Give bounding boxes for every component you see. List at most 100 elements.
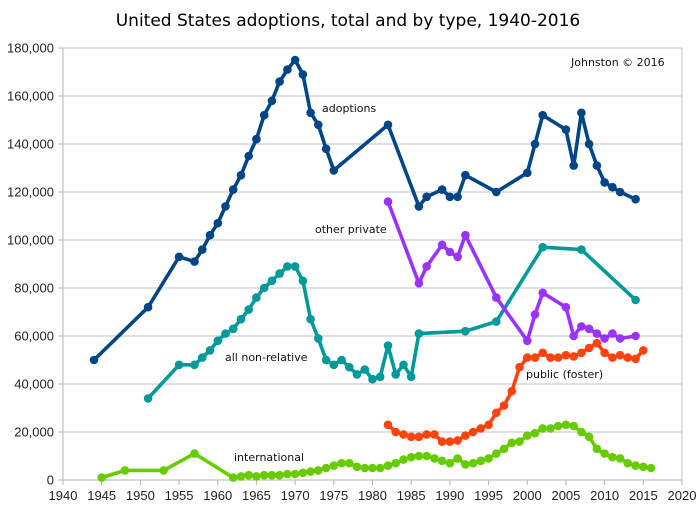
data-point-all-non-relative bbox=[329, 360, 339, 370]
data-point-adoptions bbox=[314, 120, 323, 130]
data-point-all-non-relative bbox=[538, 242, 547, 252]
data-point-international bbox=[600, 449, 609, 458]
data-point-international bbox=[391, 458, 401, 468]
data-point-international bbox=[360, 463, 370, 473]
data-point-all-non-relative bbox=[368, 374, 377, 384]
data-point-international bbox=[492, 449, 501, 458]
data-point-all-non-relative bbox=[190, 360, 199, 370]
data-point-public-foster bbox=[631, 354, 640, 364]
x-tick-labels: 1940 1945 1950 1955 1960 1965 1970 1975 1980 1985… bbox=[49, 488, 696, 503]
data-point-public-foster bbox=[592, 338, 602, 348]
data-point-adoptions bbox=[259, 110, 269, 120]
data-point-adoptions bbox=[290, 55, 300, 65]
data-point-adoptions bbox=[631, 194, 640, 204]
data-point-public-foster bbox=[453, 436, 462, 445]
data-point-adoptions bbox=[329, 166, 339, 175]
data-point-all-non-relative bbox=[461, 326, 470, 336]
data-point-public-foster bbox=[608, 353, 617, 362]
data-point-international bbox=[515, 437, 524, 446]
data-point-all-non-relative bbox=[391, 370, 401, 379]
data-point-public-foster bbox=[584, 343, 594, 353]
data-point-public-foster bbox=[430, 430, 439, 439]
data-point-all-non-relative bbox=[298, 276, 308, 286]
y-tick-label: 180,000 bbox=[7, 41, 54, 56]
data-point-adoptions bbox=[275, 77, 284, 86]
data-point-public-foster bbox=[523, 353, 532, 362]
data-point-international bbox=[445, 458, 455, 468]
data-point-international bbox=[190, 449, 199, 458]
data-point-international bbox=[259, 470, 269, 480]
data-point-all-non-relative bbox=[205, 346, 215, 355]
data-point-international bbox=[608, 452, 617, 462]
data-point-international bbox=[97, 473, 106, 482]
series-adoptions bbox=[89, 55, 640, 365]
data-point-public-foster bbox=[484, 420, 493, 430]
data-point-international bbox=[252, 472, 261, 481]
x-tick-label: 1945 bbox=[87, 488, 116, 503]
data-point-public-foster bbox=[553, 353, 563, 362]
data-point-public-foster bbox=[623, 353, 633, 362]
data-point-other-private bbox=[615, 334, 625, 343]
data-point-international bbox=[406, 452, 416, 462]
series-all-non-relative bbox=[143, 242, 640, 403]
data-point-all-non-relative bbox=[174, 360, 184, 370]
data-point-adoptions bbox=[453, 192, 462, 202]
y-tick-label: 20,000 bbox=[14, 425, 54, 440]
data-point-adoptions bbox=[569, 161, 578, 170]
data-point-adoptions bbox=[213, 218, 223, 228]
x-tick-label: 1950 bbox=[126, 488, 155, 503]
data-point-all-non-relative bbox=[375, 372, 385, 382]
data-point-other-private bbox=[492, 293, 501, 302]
x-tick-label: 1975 bbox=[319, 488, 348, 503]
data-point-public-foster bbox=[461, 431, 470, 440]
data-point-public-foster bbox=[546, 353, 555, 362]
data-point-adoptions bbox=[221, 202, 230, 211]
data-point-other-private bbox=[437, 240, 447, 250]
data-point-international bbox=[468, 458, 478, 468]
data-point-all-non-relative bbox=[275, 269, 284, 278]
data-point-international bbox=[159, 466, 168, 475]
data-point-international bbox=[523, 431, 532, 440]
data-point-international bbox=[368, 463, 377, 473]
data-point-all-non-relative bbox=[321, 355, 331, 365]
data-point-adoptions bbox=[283, 65, 292, 74]
data-point-international bbox=[321, 463, 331, 473]
data-point-adoptions bbox=[383, 120, 393, 130]
data-point-public-foster bbox=[437, 437, 447, 446]
data-point-all-non-relative bbox=[314, 334, 323, 343]
x-tick-label: 2005 bbox=[551, 488, 580, 503]
data-point-all-non-relative bbox=[221, 329, 230, 338]
data-point-public-foster bbox=[406, 432, 416, 442]
data-point-all-non-relative bbox=[399, 360, 408, 370]
data-point-public-foster bbox=[383, 420, 393, 430]
data-point-international bbox=[631, 461, 640, 470]
data-point-international bbox=[228, 473, 238, 482]
data-point-public-foster bbox=[391, 427, 401, 437]
data-point-adoptions bbox=[445, 192, 455, 202]
data-point-all-non-relative bbox=[383, 341, 393, 350]
data-point-public-foster bbox=[569, 352, 578, 361]
data-point-international bbox=[507, 438, 517, 448]
data-point-other-private bbox=[561, 302, 571, 312]
x-tick-label: 1955 bbox=[165, 488, 194, 503]
data-point-international bbox=[476, 456, 486, 466]
data-point-other-private bbox=[530, 310, 540, 319]
data-point-adoptions bbox=[174, 252, 184, 262]
data-point-all-non-relative bbox=[283, 262, 292, 271]
data-point-adoptions bbox=[615, 187, 625, 197]
data-point-all-non-relative bbox=[228, 324, 238, 334]
annotation-public-foster: public (foster) bbox=[526, 368, 603, 381]
data-point-adoptions bbox=[198, 245, 207, 254]
data-point-other-private bbox=[608, 329, 617, 338]
data-point-adoptions bbox=[584, 139, 594, 149]
data-point-adoptions bbox=[89, 355, 99, 365]
data-point-adoptions bbox=[592, 161, 602, 170]
data-point-international bbox=[639, 462, 648, 472]
data-point-other-private bbox=[538, 288, 547, 298]
data-point-adoptions bbox=[267, 96, 277, 106]
x-tick-label: 2000 bbox=[513, 488, 542, 503]
data-point-international bbox=[453, 454, 462, 463]
data-point-all-non-relative bbox=[143, 394, 153, 403]
annotation-adoptions: adoptions bbox=[322, 102, 377, 115]
